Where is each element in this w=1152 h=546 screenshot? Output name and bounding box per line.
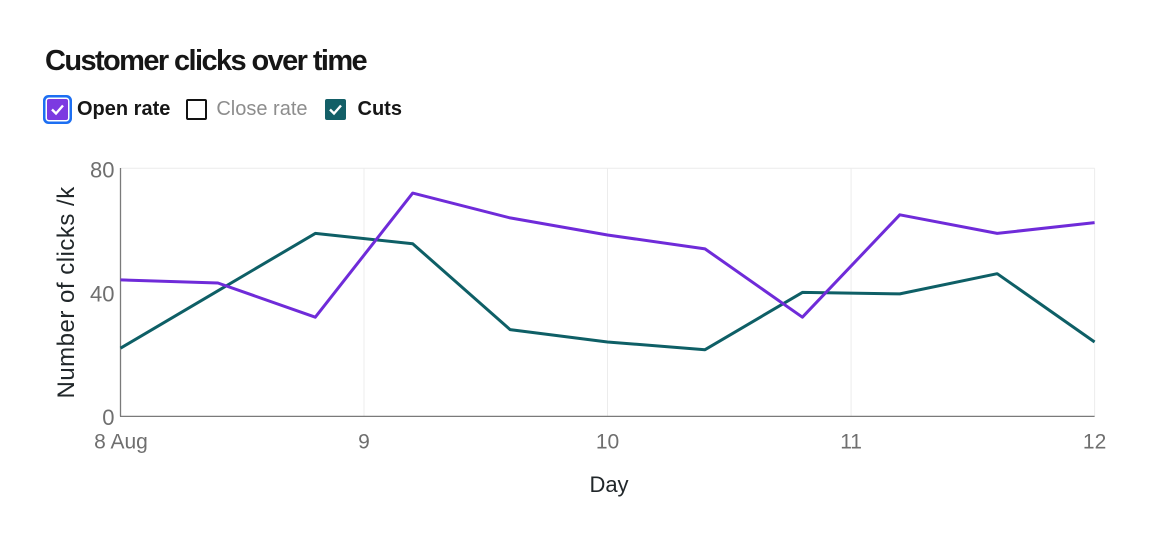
- svg-text:12: 12: [1083, 431, 1106, 454]
- svg-text:0: 0: [102, 405, 114, 430]
- svg-text:11: 11: [840, 431, 862, 454]
- svg-text:80: 80: [90, 158, 114, 183]
- svg-text:40: 40: [90, 282, 114, 307]
- svg-text:Number of clicks /k: Number of clicks /k: [53, 186, 80, 399]
- svg-text:10: 10: [596, 431, 619, 454]
- svg-text:9: 9: [358, 431, 370, 454]
- svg-text:Day: Day: [589, 472, 628, 497]
- svg-text:8 Aug: 8 Aug: [94, 431, 148, 454]
